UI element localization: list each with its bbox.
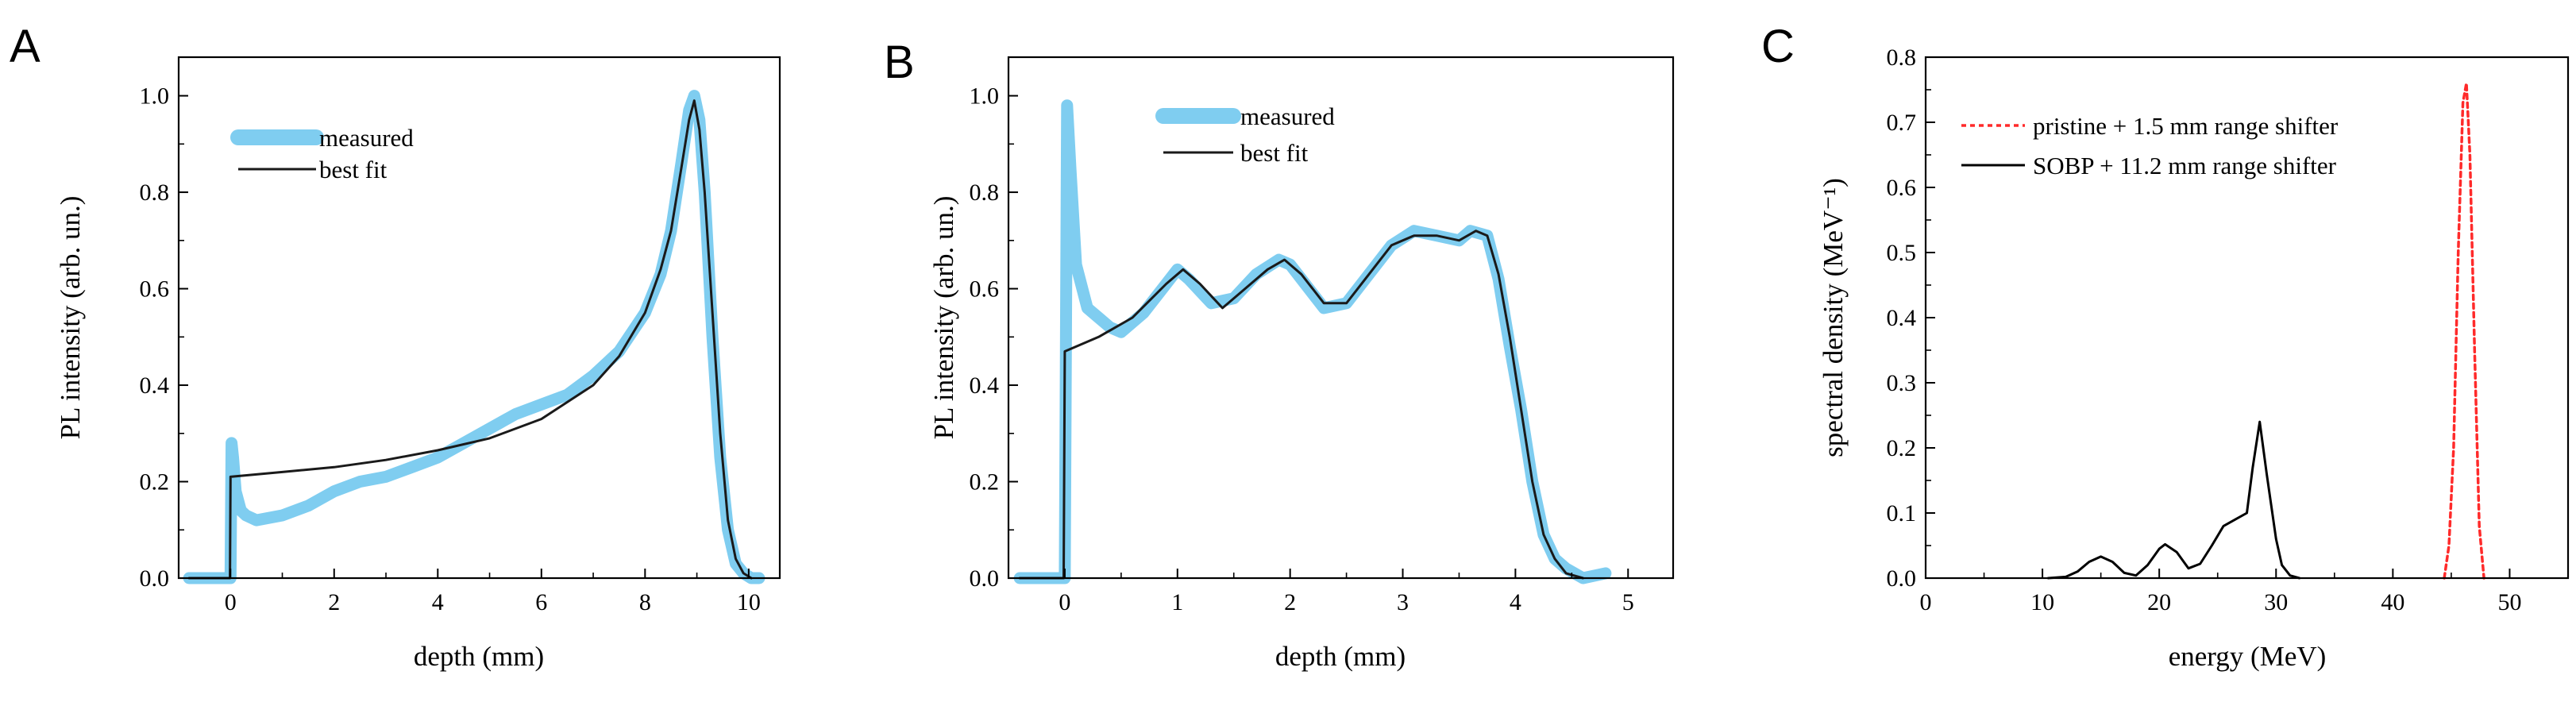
chart-c-xtick-label: 40 (2381, 589, 2404, 615)
chart-b-xlabel: depth (mm) (1275, 641, 1406, 672)
chart-c-ytick-label: 0.3 (1887, 370, 1917, 396)
chart-a-xtick-label: 8 (639, 589, 651, 615)
chart-c-series-sobp-11-2-mm-range-shifter (2046, 420, 2301, 580)
chart-b-xtick-label: 2 (1284, 589, 1296, 615)
chart-b-ytick-label: 0.6 (970, 276, 1000, 303)
chart-a-ytick-label: 0.2 (140, 469, 170, 496)
chart-b-xtick-label: 3 (1397, 589, 1409, 615)
chart-b-ylabel: PL intensity (arb. un.) (928, 196, 959, 440)
chart-c-plot-area (2046, 82, 2485, 580)
chart-c-ytick-label: 0.0 (1887, 565, 1917, 592)
chart-c-xtick-label: 20 (2147, 589, 2171, 615)
chart-c-xtick-label: 10 (2030, 589, 2054, 615)
chart-b-legend: measured best fit (1155, 102, 1335, 167)
chart-c-axes: 0 10 20 30 40 50 0.0 0.1 0.2 0.3 0.4 0.5 0.6 0.7 0.8 (1887, 44, 2522, 615)
chart-b-series-measured (1013, 99, 1612, 584)
panel-label-c: C (1761, 21, 1795, 72)
chart-c-xtick-label: 50 (2497, 589, 2521, 615)
chart-c-legend: pristine + 1.5 mm range shifter SOBP + 1… (1961, 112, 2339, 179)
chart-a-xlabel: depth (mm) (414, 641, 544, 672)
chart-a-ylabel: PL intensity (arb. un.) (55, 196, 86, 440)
chart-c-xtick-label: 30 (2264, 589, 2288, 615)
chart-c-ytick-label: 0.5 (1887, 240, 1917, 266)
chart-c: 0 10 20 30 40 50 0.0 0.1 0.2 0.3 0.4 0.5 0.6 0.7 0.8 e… (1818, 44, 2570, 672)
chart-b-xtick-label: 4 (1510, 589, 1521, 615)
chart-b-ytick-label: 0.2 (970, 469, 1000, 496)
chart-a-frame (177, 56, 781, 580)
chart-a: 0 2 4 6 8 10 0.0 0.2 0.4 0.6 0.8 1.0 depth (mm) PL … (55, 56, 781, 672)
chart-a-series-measured (183, 90, 765, 584)
chart-b-series-best-fit (1018, 230, 1584, 580)
chart-c-ytick-label: 0.7 (1887, 110, 1917, 136)
panel-label-a: A (10, 21, 40, 72)
chart-c-ytick-label: 0.6 (1887, 175, 1917, 201)
chart-b-plot-area (1013, 99, 1612, 584)
chart-a-series-best-fit (187, 99, 753, 580)
chart-a-legend-fit-label: best fit (319, 156, 388, 183)
chart-a-ytick-label: 0.0 (140, 565, 170, 592)
chart-a-xtick-label: 6 (535, 589, 547, 615)
chart-a-plot-area (183, 90, 765, 584)
chart-b-legend-fit-label: best fit (1240, 139, 1309, 167)
chart-a-axes: 0 2 4 6 8 10 0.0 0.2 0.4 0.6 0.8 1.0 (140, 83, 761, 615)
chart-b-ytick-label: 0.4 (970, 372, 1000, 399)
chart-c-ylabel: spectral density (MeV⁻¹) (1818, 178, 1849, 457)
chart-c-legend-sobp-label: SOBP + 11.2 mm range shifter (2033, 152, 2337, 179)
chart-c-ytick-label: 0.2 (1887, 435, 1917, 461)
chart-b-xtick-label: 5 (1622, 589, 1634, 615)
chart-a-xtick-label: 2 (328, 589, 340, 615)
chart-a-legend: measured best fit (230, 124, 414, 183)
chart-a-xtick-label: 0 (225, 589, 237, 615)
chart-b-axes: 0 1 2 3 4 5 0.0 0.2 0.4 0.6 0.8 1.0 (970, 83, 1634, 615)
chart-a-ytick-label: 0.4 (140, 372, 170, 399)
chart-c-xlabel: energy (MeV) (2169, 641, 2327, 672)
chart-b-legend-measured-label: measured (1240, 102, 1335, 130)
chart-c-legend-pristine-label: pristine + 1.5 mm range shifter (2033, 112, 2339, 140)
chart-a-xtick-label: 4 (432, 589, 444, 615)
chart-b-ytick-label: 0.0 (970, 565, 1000, 592)
chart-a-ytick-label: 0.6 (140, 276, 170, 303)
chart-c-ytick-label: 0.8 (1887, 44, 1917, 71)
chart-b-xtick-label: 1 (1171, 589, 1183, 615)
chart-a-legend-measured-label: measured (319, 124, 414, 152)
chart-c-series-pristine-1-5-mm-range-shifter (2443, 82, 2485, 580)
chart-c-ytick-label: 0.1 (1887, 500, 1917, 526)
chart-a-ytick-label: 1.0 (140, 83, 170, 110)
chart-b: 0 1 2 3 4 5 0.0 0.2 0.4 0.6 0.8 1.0 depth (mm) PL i… (928, 56, 1675, 672)
chart-b-ytick-label: 0.8 (970, 179, 1000, 206)
chart-a-ytick-label: 0.8 (140, 179, 170, 206)
chart-c-xtick-label: 0 (1920, 589, 1932, 615)
chart-b-frame (1007, 56, 1675, 580)
panel-label-b: B (884, 37, 915, 88)
chart-c-ytick-label: 0.4 (1887, 305, 1917, 331)
chart-a-xtick-label: 10 (737, 589, 761, 615)
chart-b-xtick-label: 0 (1059, 589, 1070, 615)
chart-b-ytick-label: 1.0 (970, 83, 1000, 110)
